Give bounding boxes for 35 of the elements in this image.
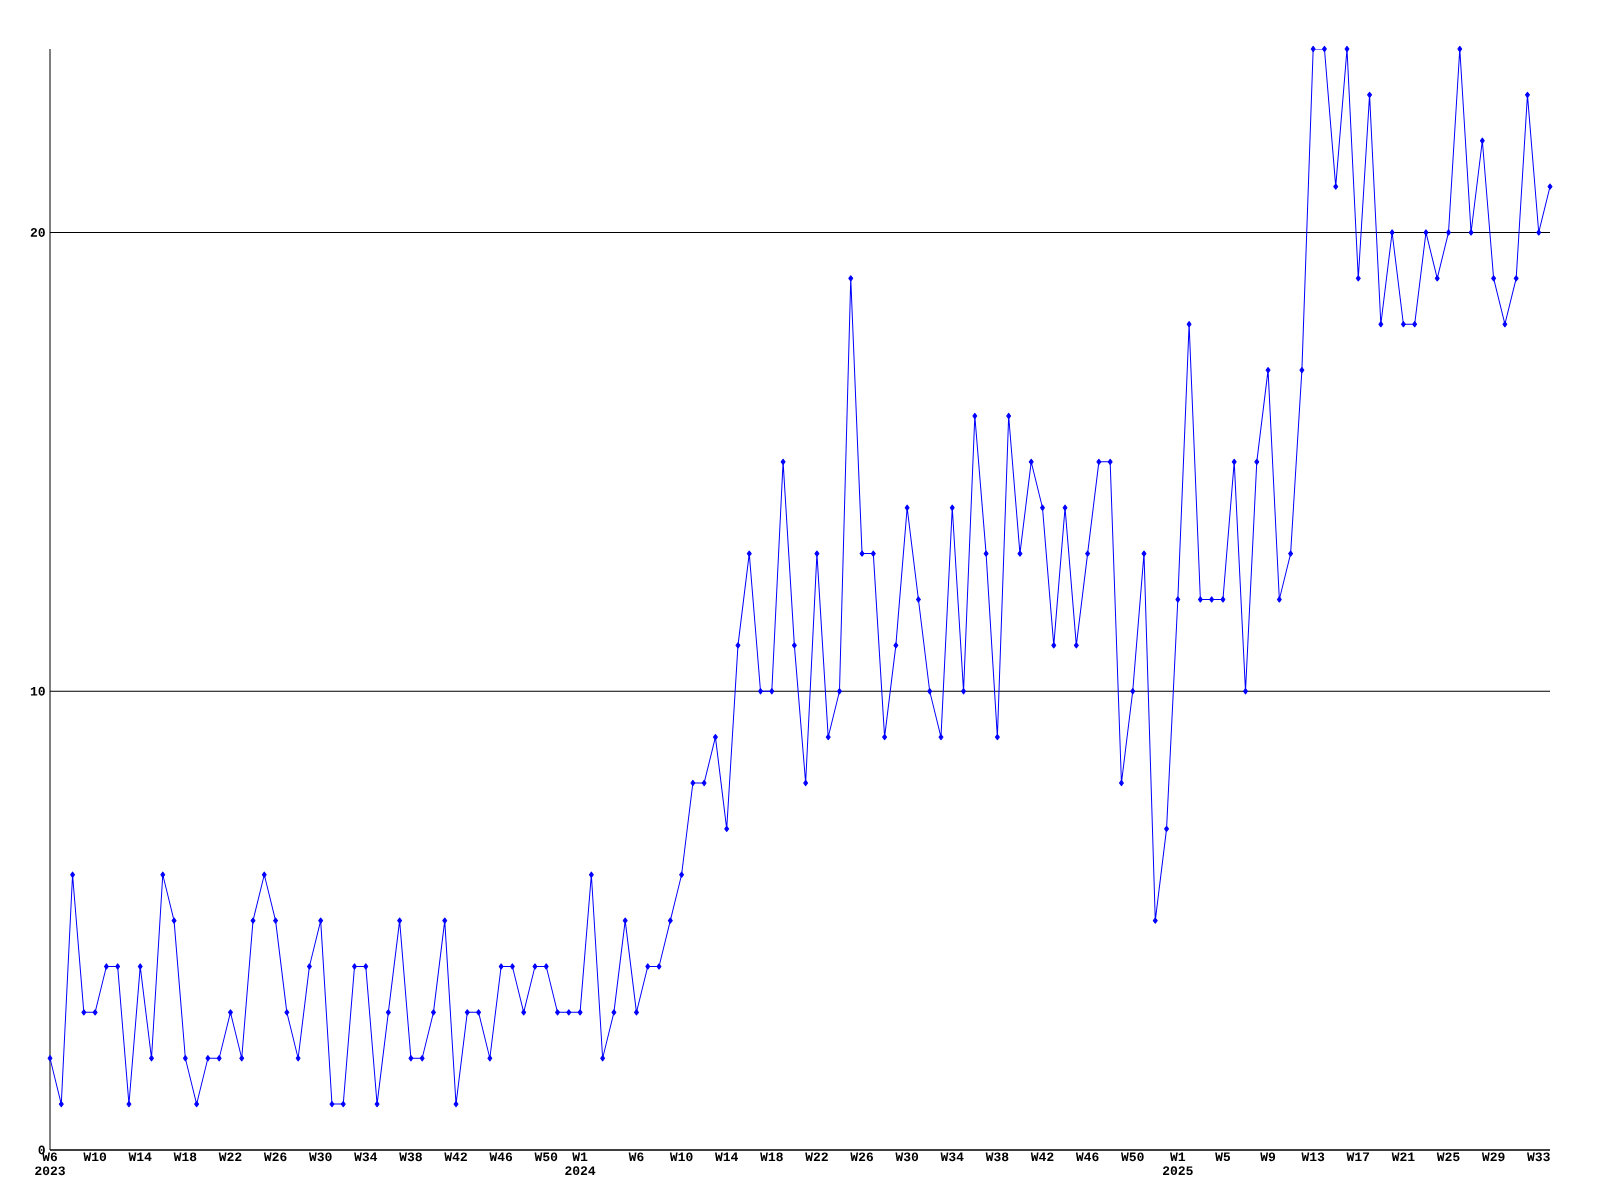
x-tick-label: W18 [173, 1152, 197, 1162]
x-tick-label: W42 [1030, 1152, 1054, 1162]
x-tick-label: W50 [534, 1152, 558, 1162]
x-tick-label: W38 [985, 1152, 1009, 1162]
x-tick-label: W1 2025 [1163, 1152, 1193, 1176]
x-tick-label: W25 [1436, 1152, 1460, 1162]
x-tick-label: W1 2024 [565, 1152, 596, 1176]
x-tick-label: W50 [1121, 1152, 1144, 1162]
x-tick-label: W26 [850, 1152, 873, 1162]
x-tick-label: W30 [308, 1152, 332, 1162]
x-tick-label: W42 [444, 1152, 467, 1162]
y-tick-label: 10 [30, 686, 45, 696]
x-tick-label: W6 [628, 1152, 644, 1162]
x-tick-label: W5 [1215, 1152, 1231, 1162]
x-tick-label: W14 [715, 1152, 738, 1161]
x-tick-label: W18 [760, 1152, 783, 1162]
x-tick-label: W46 [1075, 1152, 1099, 1162]
x-tick-label: W29 [1481, 1152, 1505, 1162]
x-tick-label: W21 [1391, 1152, 1415, 1162]
x-tick-label: W46 [489, 1152, 513, 1162]
x-tick-label: W34 [940, 1152, 964, 1162]
x-tick-label: W22 [218, 1152, 242, 1162]
x-tick-label: W26 [263, 1152, 287, 1162]
y-tick-label: 20 [30, 228, 45, 237]
x-tick-label: W10 [669, 1152, 693, 1162]
x-tick-label: W33 [1527, 1152, 1550, 1162]
x-tick-label: W30 [895, 1152, 919, 1162]
x-tick-label: W34 [354, 1152, 378, 1162]
x-tick-label: W22 [805, 1152, 828, 1162]
x-tick-label: W10 [83, 1152, 107, 1162]
x-tick-label: W38 [399, 1152, 422, 1162]
x-tick-label: W13 [1301, 1152, 1325, 1162]
x-tick-label: W9 [1260, 1152, 1276, 1162]
x-tick-label: W14 [128, 1152, 152, 1161]
x-tick-label: W17 [1346, 1152, 1370, 1161]
